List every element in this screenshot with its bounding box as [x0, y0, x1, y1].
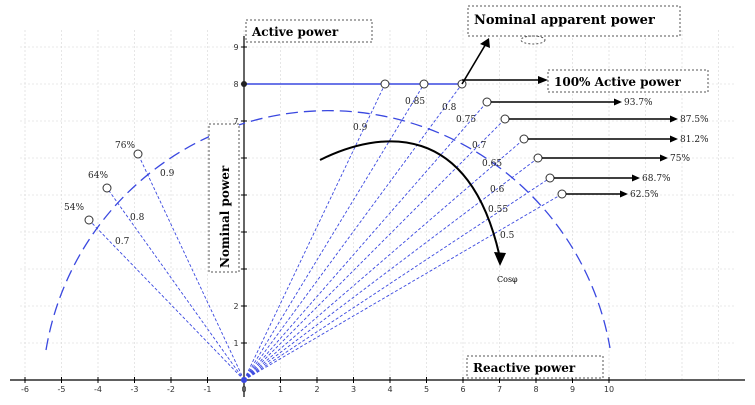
- pf-label: 0.6: [490, 185, 505, 195]
- active-power-label: Active power: [251, 25, 339, 39]
- cos-phi-label: Cosφ: [497, 275, 518, 284]
- operating-point: [419, 79, 429, 89]
- active-power-box: [245, 19, 373, 43]
- y-tick-label: 8: [233, 80, 238, 89]
- percentage-arrowhead: [670, 115, 678, 123]
- percentage-label: 62.5%: [630, 190, 659, 200]
- reactive-power-box: [466, 355, 604, 379]
- x-tick-label: 10: [604, 385, 614, 394]
- apparent-power-arrow: [461, 41, 488, 85]
- percentage-label: 68.7%: [642, 174, 671, 184]
- percentage-label: 81.2%: [680, 135, 709, 145]
- x-tick-label: -6: [21, 385, 29, 394]
- y-tick-label: 9: [233, 43, 238, 52]
- pf-ray: [243, 157, 539, 381]
- x-tick-label: -3: [131, 385, 139, 394]
- y-tick-label: 7: [233, 117, 238, 126]
- origin-point: [241, 377, 247, 383]
- x-tick-label: 6: [460, 385, 465, 394]
- operating-point: [519, 134, 529, 144]
- x-tick-label: 9: [570, 385, 575, 394]
- pf-ray: [243, 101, 488, 381]
- x-tick-label: 7: [497, 385, 502, 394]
- active-100-arrowhead: [538, 76, 548, 84]
- x-tick-label: 8: [533, 385, 538, 394]
- percentage-arrowhead: [632, 174, 640, 182]
- operating-point: [500, 114, 510, 124]
- percentage-label-left: 76%: [115, 141, 135, 151]
- operating-point-left: [84, 215, 94, 225]
- operating-point: [482, 97, 492, 107]
- pf-label: 0.8: [442, 103, 457, 113]
- operating-point: [380, 79, 390, 89]
- pf-ray-left: [88, 219, 245, 381]
- pf-label: 0.5: [500, 231, 515, 241]
- apparent-power-marker: [520, 35, 546, 45]
- y-tick-label: 1: [233, 339, 238, 348]
- operating-point: [545, 173, 555, 183]
- percentage-arrowhead: [670, 135, 678, 143]
- y-tick-label: 2: [233, 302, 238, 311]
- pf-label: 0.9: [353, 123, 368, 133]
- x-tick-label: 1: [278, 385, 283, 394]
- pf-ray-left: [106, 187, 245, 381]
- pf-label: 0.55: [488, 205, 508, 215]
- nominal-apparent-label: Nominal apparent power: [474, 13, 655, 28]
- pf-ray: [243, 193, 563, 381]
- x-tick-label: 2: [314, 385, 319, 394]
- percentage-label-left: 64%: [88, 171, 108, 181]
- pf-label: 0.75: [456, 115, 476, 125]
- operating-point: [557, 189, 567, 199]
- percentage-arrowhead: [660, 154, 668, 162]
- nominal-power-label: Nominal power: [218, 165, 232, 268]
- x-tick-labels: -6 -5 -4 -3 -2 -1 0 1 2 3 4 5 6 7 8 9 10: [21, 377, 614, 394]
- pf-ray: [243, 138, 525, 381]
- pf-ray: [243, 177, 551, 381]
- percentage-label-left: 54%: [64, 203, 84, 213]
- capability-arc: [45, 110, 611, 351]
- percentage-arrows: 93.7% 87.5% 81.2% 75% 68.7% 62.5%: [491, 98, 709, 200]
- operating-point-left: [102, 183, 112, 193]
- pf-label-left: 0.7: [115, 237, 130, 247]
- pf-label-left: 0.8: [130, 213, 145, 223]
- percentage-arrowhead: [620, 190, 628, 198]
- x-tick-label: -1: [204, 385, 212, 394]
- nominal-apparent-box: [467, 5, 681, 37]
- operating-point-left: [133, 149, 143, 159]
- x-tick-label: -5: [58, 385, 66, 394]
- pf-ray: [243, 83, 463, 381]
- operating-point: [533, 153, 543, 163]
- pf-ray: [243, 118, 506, 381]
- percentage-label: 87.5%: [680, 115, 709, 125]
- axes: [10, 36, 745, 397]
- cos-phi-arrowhead: [494, 252, 506, 266]
- apparent-power-arrowhead: [480, 38, 490, 48]
- pf-label: 0.65: [482, 159, 502, 169]
- x-tick-label: 0: [241, 385, 246, 394]
- x-tick-label: -4: [94, 385, 102, 394]
- pf-label: 0.85: [405, 97, 425, 107]
- cos-phi-arrow: [319, 140, 501, 259]
- power-factor-rays: 0.9 0.85 0.8 0.75 0.7 0.65 0.6 0.55 0.5 0.9 76% 0.8…: [64, 83, 563, 381]
- x-tick-label: -2: [167, 385, 175, 394]
- nominal-active-point: [241, 81, 247, 87]
- pf-ray: [243, 83, 425, 381]
- x-tick-label: 3: [351, 385, 356, 394]
- nominal-power-box: [208, 123, 240, 273]
- pf-label: 0.7: [472, 141, 487, 151]
- active-100-box: [547, 69, 709, 93]
- percentage-arrowhead: [614, 98, 622, 106]
- pf-label-left: 0.9: [160, 169, 175, 179]
- reactive-power-label: Reactive power: [473, 361, 576, 375]
- percentage-label: 93.7%: [624, 98, 653, 108]
- x-tick-label: 5: [424, 385, 429, 394]
- active-100-label: 100% Active power: [554, 75, 681, 89]
- pf-ray-left: [137, 153, 245, 381]
- percentage-label: 75%: [670, 154, 690, 164]
- x-tick-label: 4: [387, 385, 392, 394]
